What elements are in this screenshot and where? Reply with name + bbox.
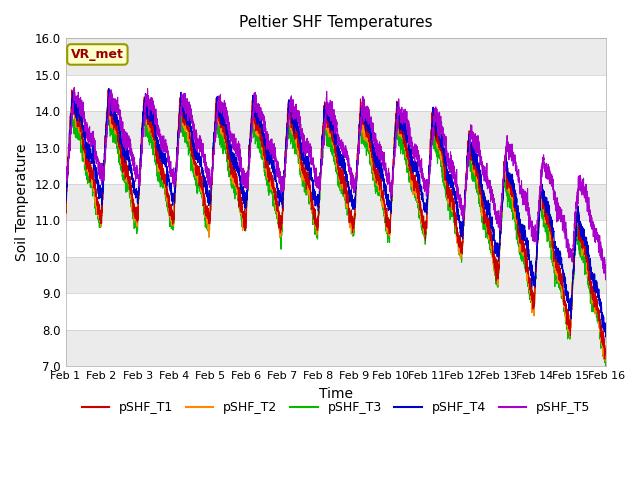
- Bar: [65, 220, 607, 257]
- Title: Peltier SHF Temperatures: Peltier SHF Temperatures: [239, 15, 433, 30]
- Bar: [65, 147, 607, 184]
- Bar: [65, 184, 607, 220]
- Legend: pSHF_T1, pSHF_T2, pSHF_T3, pSHF_T4, pSHF_T5: pSHF_T1, pSHF_T2, pSHF_T3, pSHF_T4, pSHF…: [77, 396, 595, 419]
- Y-axis label: Soil Temperature: Soil Temperature: [15, 144, 29, 261]
- Bar: [65, 330, 607, 366]
- Bar: [65, 293, 607, 330]
- Bar: [65, 74, 607, 111]
- Bar: [65, 257, 607, 293]
- Bar: [65, 38, 607, 74]
- X-axis label: Time: Time: [319, 387, 353, 401]
- Bar: [65, 111, 607, 147]
- Text: VR_met: VR_met: [71, 48, 124, 61]
